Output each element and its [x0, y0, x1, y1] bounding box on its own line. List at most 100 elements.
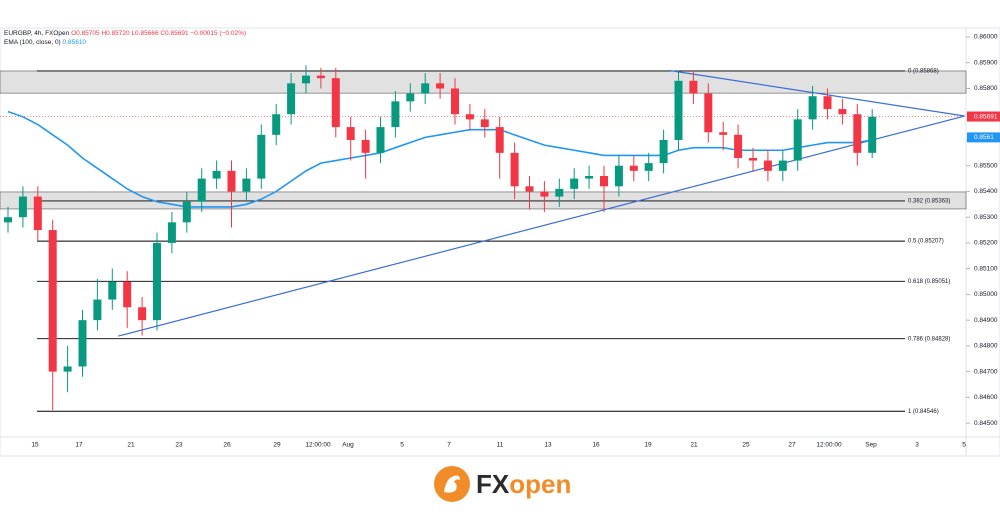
ema-line [7, 110, 873, 208]
x-tick-label: 27 [788, 442, 796, 449]
candle-body [406, 93, 415, 102]
x-tick-label: 7 [447, 442, 451, 449]
x-tick-label: 21 [690, 442, 698, 449]
candle-body [153, 242, 161, 321]
candle-body [555, 188, 564, 197]
price-tag-label: 0.8561 [974, 134, 994, 141]
candle-body [316, 75, 325, 79]
candle-body [749, 157, 757, 161]
candle-body [63, 366, 72, 372]
candle-body [376, 127, 385, 153]
x-tick-label: 12:00:00 [816, 442, 842, 449]
trendline [118, 115, 965, 337]
candle-body [644, 163, 653, 171]
candle-body [331, 78, 340, 128]
candle-body [227, 170, 236, 192]
candle-body [823, 96, 832, 110]
logo-dragon [444, 475, 460, 493]
candle-body [436, 83, 445, 89]
candle-body [167, 222, 176, 243]
x-tick-label: 21 [127, 442, 135, 449]
zone [0, 70, 967, 94]
candle-body [734, 134, 743, 158]
fib-label: 0.5 (0.85207) [908, 239, 944, 245]
candle-body [287, 83, 296, 115]
x-tick-label: 19 [644, 442, 652, 449]
header-symbol: EURGBP, 4h, FXOpen O0.85705 H0.85720 L0.… [4, 30, 246, 37]
x-tick-label: Sep [865, 442, 877, 449]
candle-body [525, 186, 534, 192]
candle-body [123, 281, 132, 308]
candle-body [868, 116, 877, 153]
x-tick-label: 23 [175, 442, 183, 449]
candle-body [495, 127, 504, 153]
brand-open: open [509, 469, 571, 499]
x-tick-label: 25 [742, 442, 750, 449]
candle-body [346, 127, 355, 140]
candle-body [257, 134, 266, 179]
candle-body [853, 114, 862, 153]
candle-body [451, 88, 459, 115]
candle-body [93, 299, 102, 321]
chart-frame [0, 27, 1000, 457]
candle-body [138, 307, 147, 321]
candle-body [570, 178, 579, 189]
y-tick-label: 0.84800 [974, 343, 998, 350]
y-tick-label: 0.85200 [974, 240, 998, 247]
x-tick-label: 17 [75, 442, 83, 449]
x-tick-label: 12:00:00 [305, 442, 331, 449]
fib-label: 0 (0.85868) [908, 69, 939, 75]
price-tag [967, 132, 1000, 143]
fib-label: 1 (0.84546) [908, 409, 939, 415]
candle-body [763, 160, 772, 171]
candle-body [197, 178, 206, 202]
x-tick-label: 5 [962, 442, 966, 449]
x-tick-label: 26 [223, 442, 231, 449]
candle-body [421, 83, 430, 94]
y-tick-label: 0.84900 [974, 317, 998, 324]
candle-body [391, 101, 400, 128]
fib-label: 0.786 (0.84828) [908, 336, 950, 342]
indicator-value: 0.85610 [63, 39, 87, 46]
y-tick-label: 0.85500 [974, 162, 998, 169]
zone [0, 191, 967, 210]
candle-body [600, 176, 608, 187]
candle-body [704, 93, 713, 133]
candle-body [302, 75, 310, 84]
x-tick-label: 16 [592, 442, 600, 449]
y-tick-label: 0.84700 [974, 368, 998, 375]
candle-body [540, 191, 549, 197]
x-tick-label: 13 [544, 442, 552, 449]
candle-body [838, 109, 847, 115]
symbol: EURGBP, 4h, FXOpen [4, 30, 70, 37]
trendline [669, 69, 965, 117]
header-indicator: EMA (100, close, 0) 0.85610 [4, 39, 86, 46]
candle-body [78, 320, 87, 367]
price-tag [967, 111, 1000, 122]
candle-body [719, 132, 728, 135]
candle-body [674, 80, 683, 140]
price-tag-label: 0.85691 [974, 113, 998, 120]
candle-body [689, 80, 698, 94]
y-tick-label: 0.84500 [974, 420, 998, 427]
plot: 0 (0.85868) 0.382 (0.85363) 0.5 (0.85207) 0… [0, 65, 967, 415]
y-tick-label: 0.84600 [974, 394, 998, 401]
y-tick-label: 0.85900 [974, 59, 998, 66]
candle-body [361, 139, 370, 153]
candle-body [778, 160, 787, 171]
x-tick-label: 5 [400, 442, 404, 449]
indicator: EMA (100, close, 0) [4, 39, 61, 46]
candle-body [614, 165, 623, 187]
x-tick-label: 29 [273, 442, 281, 449]
fib-label: 0.382 (0.85363) [908, 199, 950, 205]
candle-body [182, 201, 191, 223]
fib-label: 0.618 (0.85051) [908, 279, 950, 285]
y-tick-label: 0.85800 [974, 85, 998, 92]
x-tick-label: 15 [31, 442, 39, 449]
y-tick-label: 0.85000 [974, 291, 998, 298]
x-tick-label: Aug [342, 442, 354, 449]
brand-fx: FX [476, 469, 510, 499]
candle-body [33, 196, 42, 231]
y-tick-label: 0.85300 [974, 214, 998, 221]
